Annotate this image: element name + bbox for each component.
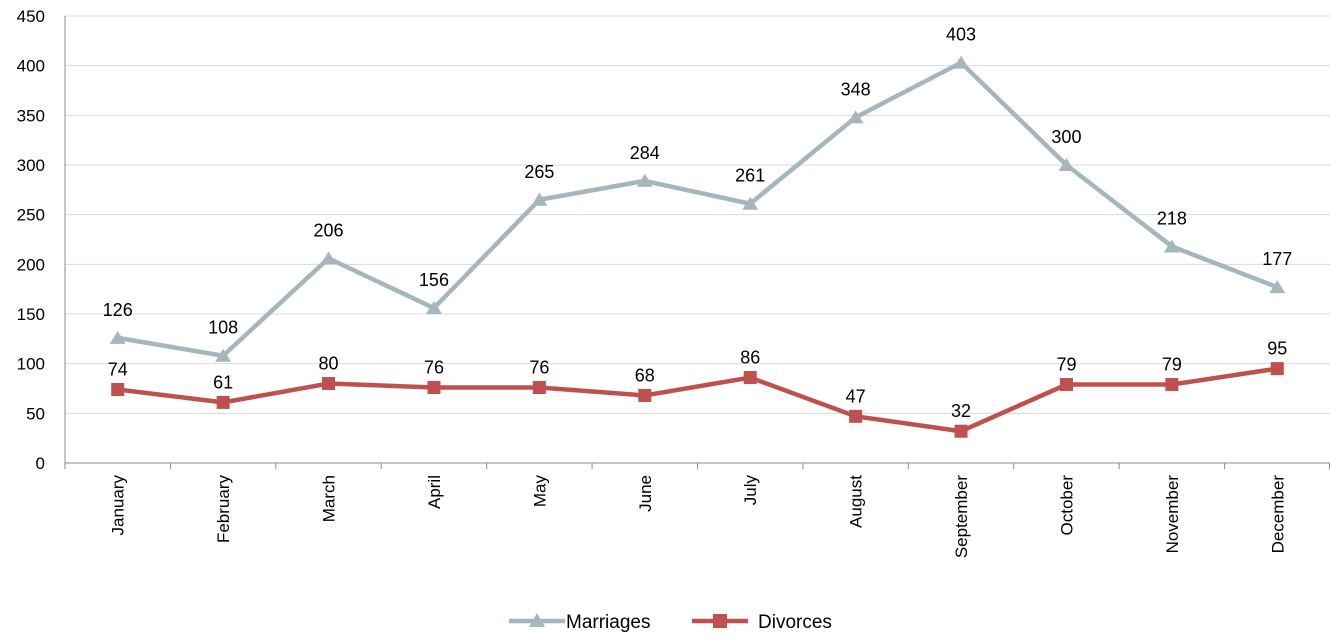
marker-marriages [425,301,442,315]
x-tick-label: November [1163,475,1182,554]
marker-divorces [1270,362,1284,376]
legend-marker-marriages [529,613,545,627]
data-label: 79 [1162,355,1182,375]
x-tick-label: April [425,475,444,509]
x-tick-label: September [952,475,971,558]
legend-label-divorces: Divorces [758,612,832,633]
x-tick-label: October [1057,475,1076,536]
x-tick-label: December [1268,475,1287,554]
marker-marriages [1058,158,1075,171]
marker-marriages [636,173,653,187]
x-tick-label: March [320,475,339,522]
marker-marriages [1163,239,1180,253]
x-tick-label: June [636,475,655,512]
x-tick-label: July [741,475,760,506]
marker-marriages [1269,280,1286,294]
marker-divorces [638,388,652,402]
y-tick-label: 250 [17,206,45,225]
data-label: 86 [740,348,760,368]
marker-marriages [742,196,759,210]
marker-divorces [111,382,125,396]
data-label: 79 [1056,355,1076,375]
y-tick-label: 300 [17,156,45,175]
data-label: 177 [1262,249,1292,269]
marker-divorces [216,395,230,409]
data-label: 108 [208,318,238,338]
marker-marriages [109,330,126,344]
x-tick-label: January [109,475,128,536]
y-tick-label: 50 [26,404,45,423]
y-tick-label: 0 [36,454,45,473]
marker-marriages [215,348,232,362]
y-tick-label: 150 [17,305,45,324]
x-tick-label: August [847,475,866,528]
x-tick-label: May [530,475,549,508]
data-label: 61 [213,372,233,392]
data-label: 80 [319,354,339,374]
data-label: 95 [1267,339,1287,359]
series-line-divorces [117,366,1278,434]
marker-marriages [320,251,337,265]
marker-marriages [953,55,970,69]
marker-divorces [532,381,546,395]
data-label: 76 [424,358,444,378]
marker-divorces [1059,378,1073,392]
data-label: 74 [108,359,128,379]
marker-marriages [847,110,864,124]
y-tick-label: 450 [17,7,45,26]
data-label: 403 [946,25,976,45]
marker-divorces [1165,378,1179,392]
data-label: 300 [1051,127,1081,147]
legend-marker-divorces [713,614,727,628]
data-label: 76 [529,358,549,378]
data-label: 218 [1157,208,1187,228]
marker-divorces [954,424,968,438]
data-label: 47 [846,386,866,406]
data-label: 348 [841,79,871,99]
data-label: 261 [735,166,765,186]
marker-divorces [849,409,863,423]
data-label: 68 [635,365,655,385]
series-line-marriages [117,60,1279,358]
marker-divorces [427,381,441,395]
data-label: 32 [951,401,971,421]
marker-divorces [322,377,336,391]
x-tick-label: February [214,475,233,544]
y-tick-label: 200 [17,255,45,274]
data-label: 126 [103,300,133,320]
marker-divorces [743,371,757,385]
data-label: 206 [314,220,344,240]
data-label: 265 [524,162,554,182]
y-tick-label: 350 [17,106,45,125]
y-tick-label: 400 [17,57,45,76]
y-tick-label: 100 [17,355,45,374]
legend-label-marriages: Marriages [566,612,650,633]
data-label: 284 [630,143,660,163]
marker-marriages [531,192,548,206]
data-label: 156 [419,270,449,290]
